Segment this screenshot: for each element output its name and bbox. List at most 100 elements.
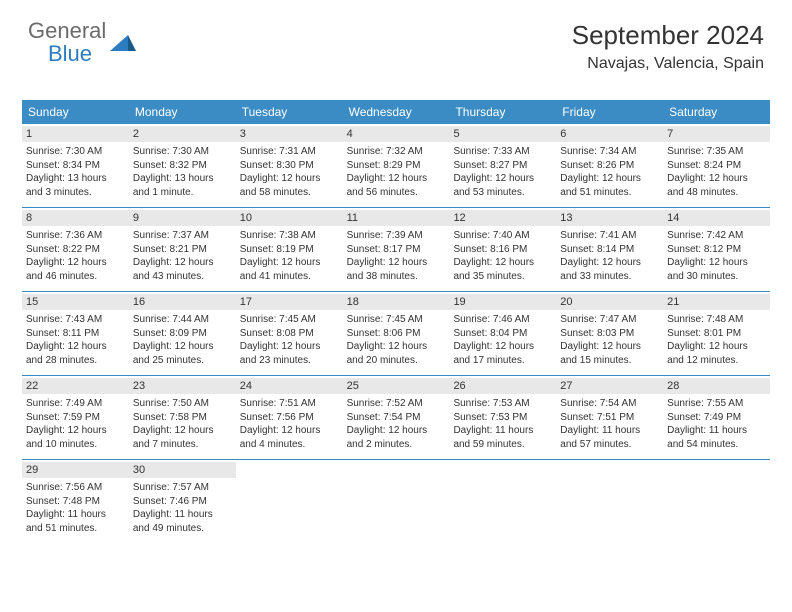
day-cell: 30Sunrise: 7:57 AMSunset: 7:46 PMDayligh… xyxy=(129,460,236,543)
sunset-text: Sunset: 8:04 PM xyxy=(453,327,552,341)
weekday-header: Wednesday xyxy=(343,100,450,124)
day-info: Sunrise: 7:30 AMSunset: 8:32 PMDaylight:… xyxy=(133,145,232,199)
day-cell: 25Sunrise: 7:52 AMSunset: 7:54 PMDayligh… xyxy=(343,376,450,459)
daylight-text: Daylight: 12 hours and 7 minutes. xyxy=(133,424,232,451)
day-number: 22 xyxy=(22,378,129,394)
day-cell: 14Sunrise: 7:42 AMSunset: 8:12 PMDayligh… xyxy=(663,208,770,291)
sunrise-text: Sunrise: 7:45 AM xyxy=(347,313,446,327)
day-number: 2 xyxy=(129,126,236,142)
sunrise-text: Sunrise: 7:57 AM xyxy=(133,481,232,495)
day-cell: 26Sunrise: 7:53 AMSunset: 7:53 PMDayligh… xyxy=(449,376,556,459)
day-number: 8 xyxy=(22,210,129,226)
day-cell: 18Sunrise: 7:45 AMSunset: 8:06 PMDayligh… xyxy=(343,292,450,375)
sunrise-text: Sunrise: 7:53 AM xyxy=(453,397,552,411)
sunset-text: Sunset: 7:59 PM xyxy=(26,411,125,425)
logo-text-blue: Blue xyxy=(48,41,106,67)
day-info: Sunrise: 7:41 AMSunset: 8:14 PMDaylight:… xyxy=(560,229,659,283)
daylight-text: Daylight: 11 hours and 54 minutes. xyxy=(667,424,766,451)
day-cell: 5 Sunrise: 7:33 AMSunset: 8:27 PMDaylight… xyxy=(449,124,556,207)
weekday-header: Saturday xyxy=(663,100,770,124)
sunrise-text: Sunrise: 7:41 AM xyxy=(560,229,659,243)
day-info: Sunrise: 7:49 AMSunset: 7:59 PMDaylight:… xyxy=(26,397,125,451)
sunset-text: Sunset: 8:24 PM xyxy=(667,159,766,173)
day-cell xyxy=(343,460,450,543)
day-info: Sunrise: 7:30 AMSunset: 8:34 PMDaylight:… xyxy=(26,145,125,199)
daylight-text: Daylight: 12 hours and 35 minutes. xyxy=(453,256,552,283)
sunset-text: Sunset: 7:51 PM xyxy=(560,411,659,425)
daylight-text: Daylight: 12 hours and 2 minutes. xyxy=(347,424,446,451)
day-cell: 24Sunrise: 7:51 AMSunset: 7:56 PMDayligh… xyxy=(236,376,343,459)
day-info: Sunrise: 7:48 AMSunset: 8:01 PMDaylight:… xyxy=(667,313,766,367)
daylight-text: Daylight: 11 hours and 51 minutes. xyxy=(26,508,125,535)
week-row: 8 Sunrise: 7:36 AMSunset: 8:22 PMDaylight… xyxy=(22,208,770,292)
week-row: 15Sunrise: 7:43 AMSunset: 8:11 PMDayligh… xyxy=(22,292,770,376)
daylight-text: Daylight: 12 hours and 46 minutes. xyxy=(26,256,125,283)
day-cell: 7Sunrise: 7:35 AMSunset: 8:24 PMDaylight… xyxy=(663,124,770,207)
sunset-text: Sunset: 8:08 PM xyxy=(240,327,339,341)
day-info: Sunrise: 7:35 AMSunset: 8:24 PMDaylight:… xyxy=(667,145,766,199)
sunset-text: Sunset: 8:27 PM xyxy=(453,159,552,173)
day-number: 3 xyxy=(236,126,343,142)
sunrise-text: Sunrise: 7:37 AM xyxy=(133,229,232,243)
sunset-text: Sunset: 8:09 PM xyxy=(133,327,232,341)
day-info: Sunrise: 7:44 AMSunset: 8:09 PMDaylight:… xyxy=(133,313,232,367)
daylight-text: Daylight: 12 hours and 33 minutes. xyxy=(560,256,659,283)
sunrise-text: Sunrise: 7:54 AM xyxy=(560,397,659,411)
sunset-text: Sunset: 8:06 PM xyxy=(347,327,446,341)
sunset-text: Sunset: 8:11 PM xyxy=(26,327,125,341)
day-info: Sunrise: 7:39 AMSunset: 8:17 PMDaylight:… xyxy=(347,229,446,283)
sunset-text: Sunset: 8:12 PM xyxy=(667,243,766,257)
sunrise-text: Sunrise: 7:48 AM xyxy=(667,313,766,327)
sunrise-text: Sunrise: 7:56 AM xyxy=(26,481,125,495)
daylight-text: Daylight: 11 hours and 59 minutes. xyxy=(453,424,552,451)
daylight-text: Daylight: 12 hours and 17 minutes. xyxy=(453,340,552,367)
day-number: 14 xyxy=(663,210,770,226)
sunset-text: Sunset: 8:21 PM xyxy=(133,243,232,257)
week-row: 22Sunrise: 7:49 AMSunset: 7:59 PMDayligh… xyxy=(22,376,770,460)
weekday-header-row: Sunday Monday Tuesday Wednesday Thursday… xyxy=(22,100,770,124)
week-row: 29Sunrise: 7:56 AMSunset: 7:48 PMDayligh… xyxy=(22,460,770,543)
day-cell: 12Sunrise: 7:40 AMSunset: 8:16 PMDayligh… xyxy=(449,208,556,291)
daylight-text: Daylight: 12 hours and 58 minutes. xyxy=(240,172,339,199)
sunrise-text: Sunrise: 7:34 AM xyxy=(560,145,659,159)
sunset-text: Sunset: 8:30 PM xyxy=(240,159,339,173)
sunrise-text: Sunrise: 7:49 AM xyxy=(26,397,125,411)
weekday-header: Thursday xyxy=(449,100,556,124)
daylight-text: Daylight: 12 hours and 20 minutes. xyxy=(347,340,446,367)
daylight-text: Daylight: 12 hours and 43 minutes. xyxy=(133,256,232,283)
day-cell: 3Sunrise: 7:31 AMSunset: 8:30 PMDaylight… xyxy=(236,124,343,207)
daylight-text: Daylight: 12 hours and 15 minutes. xyxy=(560,340,659,367)
day-number: 28 xyxy=(663,378,770,394)
day-info: Sunrise: 7:47 AMSunset: 8:03 PMDaylight:… xyxy=(560,313,659,367)
daylight-text: Daylight: 12 hours and 53 minutes. xyxy=(453,172,552,199)
sunrise-text: Sunrise: 7:51 AM xyxy=(240,397,339,411)
weekday-header: Sunday xyxy=(22,100,129,124)
sunrise-text: Sunrise: 7:42 AM xyxy=(667,229,766,243)
day-info: Sunrise: 7:57 AMSunset: 7:46 PMDaylight:… xyxy=(133,481,232,535)
day-number: 5 xyxy=(449,126,556,142)
daylight-text: Daylight: 13 hours and 3 minutes. xyxy=(26,172,125,199)
day-cell: 10Sunrise: 7:38 AMSunset: 8:19 PMDayligh… xyxy=(236,208,343,291)
sunrise-text: Sunrise: 7:55 AM xyxy=(667,397,766,411)
daylight-text: Daylight: 12 hours and 23 minutes. xyxy=(240,340,339,367)
day-info: Sunrise: 7:54 AMSunset: 7:51 PMDaylight:… xyxy=(560,397,659,451)
daylight-text: Daylight: 12 hours and 25 minutes. xyxy=(133,340,232,367)
day-info: Sunrise: 7:36 AMSunset: 8:22 PMDaylight:… xyxy=(26,229,125,283)
day-info: Sunrise: 7:55 AMSunset: 7:49 PMDaylight:… xyxy=(667,397,766,451)
day-cell: 20Sunrise: 7:47 AMSunset: 8:03 PMDayligh… xyxy=(556,292,663,375)
sunset-text: Sunset: 8:16 PM xyxy=(453,243,552,257)
day-number: 4 xyxy=(343,126,450,142)
sunrise-text: Sunrise: 7:45 AM xyxy=(240,313,339,327)
weekday-header: Tuesday xyxy=(236,100,343,124)
calendar-table: Sunday Monday Tuesday Wednesday Thursday… xyxy=(22,100,770,543)
day-info: Sunrise: 7:46 AMSunset: 8:04 PMDaylight:… xyxy=(453,313,552,367)
logo-triangle-icon xyxy=(110,35,136,55)
sunrise-text: Sunrise: 7:38 AM xyxy=(240,229,339,243)
sunrise-text: Sunrise: 7:36 AM xyxy=(26,229,125,243)
sunrise-text: Sunrise: 7:33 AM xyxy=(453,145,552,159)
sunrise-text: Sunrise: 7:40 AM xyxy=(453,229,552,243)
sunset-text: Sunset: 7:48 PM xyxy=(26,495,125,509)
sunset-text: Sunset: 8:17 PM xyxy=(347,243,446,257)
day-number: 17 xyxy=(236,294,343,310)
day-number: 6 xyxy=(556,126,663,142)
